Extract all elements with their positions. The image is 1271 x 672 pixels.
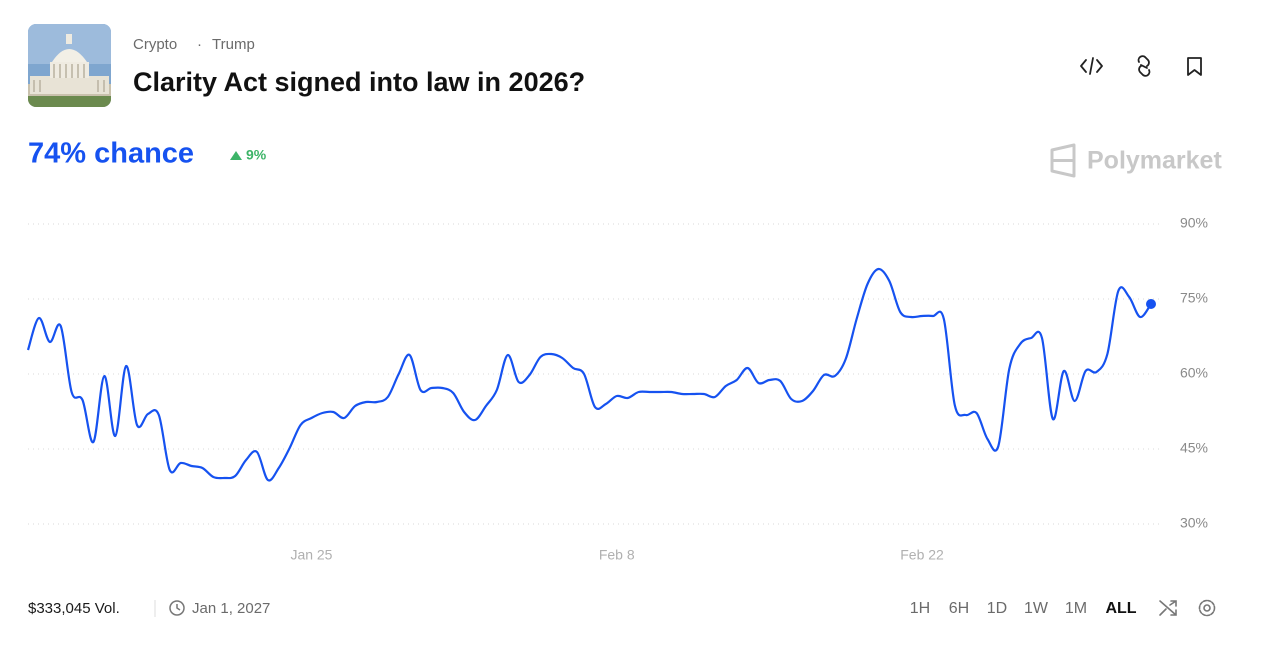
x-tick-label: Feb 8 bbox=[599, 547, 635, 563]
y-tick-label: 75% bbox=[1180, 290, 1208, 306]
chart: 30% 45% 60% 75% 90% Jan 25 Feb 8 Feb 22 bbox=[26, 215, 1208, 563]
x-tick-label: Jan 25 bbox=[290, 547, 332, 563]
bookmark-button[interactable] bbox=[1187, 57, 1202, 76]
volume: $333,045 Vol. bbox=[28, 600, 120, 617]
settings-button[interactable] bbox=[1198, 599, 1216, 617]
market-title: Clarity Act signed into law in 2026? bbox=[133, 67, 585, 97]
brand-logo bbox=[1050, 143, 1076, 178]
y-tick-label: 60% bbox=[1180, 365, 1208, 381]
tag: Crypto bbox=[133, 36, 177, 53]
price-line bbox=[26, 267, 1152, 482]
end-date: Jan 1, 2027 bbox=[192, 600, 270, 617]
y-tick-label: 90% bbox=[1180, 215, 1208, 231]
tag: Trump bbox=[212, 36, 255, 53]
shuffle-button[interactable] bbox=[1159, 600, 1177, 616]
chance: 74% chance bbox=[28, 138, 194, 170]
x-tick-label: Feb 22 bbox=[900, 547, 944, 563]
change: 9% bbox=[246, 147, 267, 163]
current-point bbox=[1146, 299, 1156, 309]
clock-icon bbox=[169, 600, 185, 616]
timeframe-button[interactable]: 6H bbox=[949, 600, 969, 617]
timeframe-button[interactable]: 1W bbox=[1024, 600, 1049, 617]
brand-name: Polymarket bbox=[1087, 147, 1222, 175]
timeframes: 1H 6H 1D 1W 1M ALL bbox=[910, 600, 1137, 617]
timeframe-button[interactable]: 1D bbox=[987, 600, 1007, 617]
y-tick-label: 45% bbox=[1180, 440, 1208, 456]
timeframe-button[interactable]: 1M bbox=[1065, 600, 1087, 617]
separator: · bbox=[197, 36, 202, 53]
copy-link-button[interactable] bbox=[1137, 55, 1151, 77]
up-arrow bbox=[230, 151, 242, 160]
y-tick-label: 30% bbox=[1180, 515, 1208, 531]
market-image bbox=[28, 24, 111, 107]
timeframe-button[interactable]: ALL bbox=[1105, 600, 1136, 617]
timeframe-button[interactable]: 1H bbox=[910, 600, 930, 617]
embed-button[interactable] bbox=[1080, 57, 1103, 75]
